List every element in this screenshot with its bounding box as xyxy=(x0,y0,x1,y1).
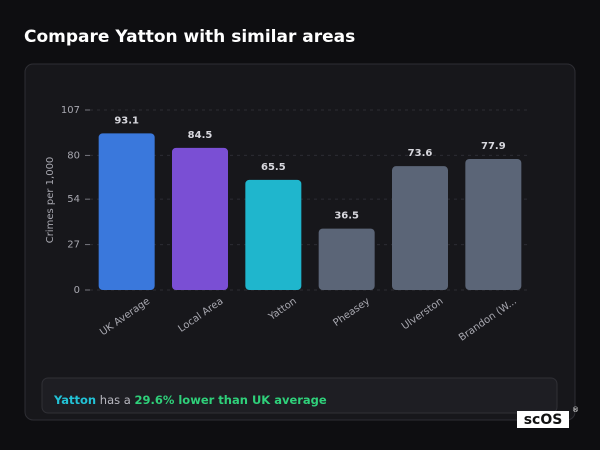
y-tick-label: 27 xyxy=(67,240,80,251)
summary: Yatton has a 29.6% lower than UK average xyxy=(53,393,327,407)
summary-area: Yatton xyxy=(53,393,96,407)
bar xyxy=(245,179,302,290)
value-label: 73.6 xyxy=(408,148,433,159)
value-label: 36.5 xyxy=(334,211,359,222)
bar xyxy=(98,133,155,290)
y-tick-label: 107 xyxy=(61,105,80,116)
logo-box xyxy=(517,411,569,428)
summary-text: has a xyxy=(100,393,131,407)
summary-highlight: 29.6% lower than UK average xyxy=(134,393,326,407)
summary-box xyxy=(41,377,558,414)
bar xyxy=(318,228,375,290)
y-tick-label: 54 xyxy=(67,194,80,205)
value-label: 84.5 xyxy=(188,130,213,141)
y-tick-label: 80 xyxy=(67,150,80,161)
y-tick-label: 0 xyxy=(74,285,80,296)
page-title: Compare Yatton with similar areas xyxy=(24,27,355,47)
value-label: 93.1 xyxy=(114,115,139,126)
y-axis-label: Crimes per 1,000 xyxy=(45,157,56,244)
logo-mark: ® xyxy=(572,406,579,414)
bar xyxy=(465,158,522,290)
bar xyxy=(172,147,228,290)
bar xyxy=(392,166,448,290)
value-label: 77.9 xyxy=(481,141,506,152)
logo: scOS xyxy=(524,412,563,428)
value-label: 65.5 xyxy=(261,162,286,173)
